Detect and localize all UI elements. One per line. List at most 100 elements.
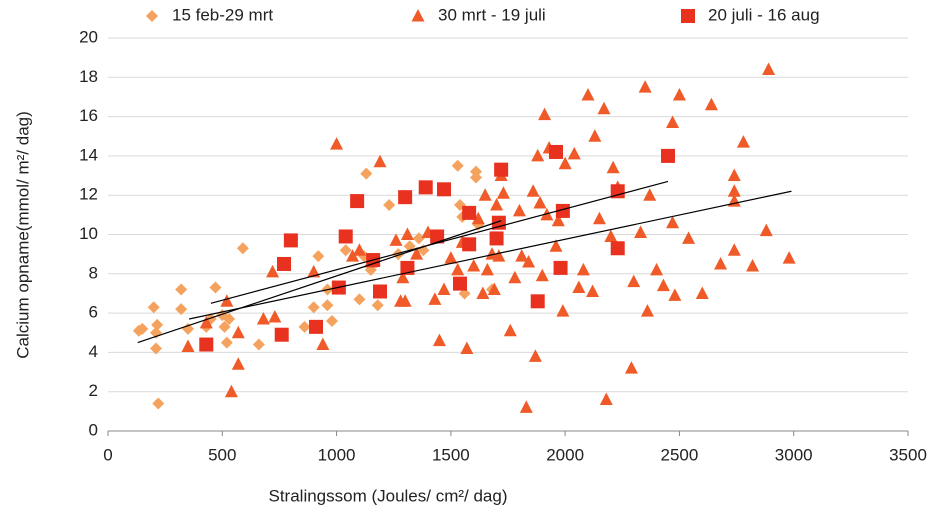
diamond-marker [182, 322, 194, 335]
triangle-marker [224, 384, 238, 398]
triangle-marker [638, 80, 652, 93]
square-marker [309, 319, 323, 334]
triangle-marker [460, 341, 474, 354]
y-tick-label: 0 [89, 420, 98, 439]
triangle-marker [695, 286, 709, 299]
diamond-marker [252, 338, 265, 351]
triangle-marker [389, 233, 403, 246]
square-marker [462, 237, 477, 252]
x-tick-label: 3000 [775, 445, 813, 464]
triangle-marker [535, 268, 549, 282]
square-marker [553, 260, 568, 275]
y-tick-label: 14 [79, 145, 98, 164]
triangle-marker [531, 148, 545, 162]
diamond-marker [220, 336, 233, 349]
y-tick-label: 6 [89, 303, 98, 322]
y-tick-label: 18 [79, 67, 98, 86]
square-marker [681, 9, 695, 23]
triangle-marker [373, 154, 387, 168]
triangle-marker [736, 135, 750, 148]
diamond-marker [383, 199, 396, 212]
diamond-marker [146, 10, 158, 22]
triangle-marker [526, 184, 540, 197]
y-tick-label: 2 [89, 381, 98, 400]
y-tick-label: 8 [89, 263, 98, 282]
triangle-marker [478, 188, 492, 201]
x-tick-label: 1000 [318, 445, 356, 464]
triangle-marker [432, 333, 446, 347]
triangle-marker [231, 357, 245, 370]
diamond-marker [326, 314, 338, 327]
y-tick-label: 12 [79, 185, 98, 204]
triangle-marker [551, 213, 565, 227]
triangle-marker [444, 251, 458, 264]
triangle-marker [549, 239, 563, 252]
triangle-marker [503, 323, 517, 337]
triangle-marker [528, 349, 542, 362]
triangle-marker [556, 304, 570, 317]
x-tick-label: 1500 [432, 445, 470, 464]
square-marker [437, 182, 451, 197]
diamond-marker [209, 281, 222, 294]
square-marker [398, 190, 413, 205]
triangle-marker [714, 256, 728, 270]
triangle-marker [231, 325, 245, 339]
triangle-marker [437, 282, 451, 296]
triangle-marker [599, 392, 613, 406]
square-marker [494, 162, 509, 177]
triangle-marker [586, 284, 600, 297]
square-marker [277, 256, 291, 271]
legend-label: 15 feb-29 mrt [172, 5, 273, 24]
x-axis-label: Stralingssom (Joules/ cm²/ dag) [268, 486, 507, 505]
triangle-marker [410, 247, 424, 260]
triangle-marker [727, 243, 741, 256]
triangle-marker [746, 258, 760, 272]
x-tick-label: 0 [103, 445, 112, 464]
x-tick-label: 500 [208, 445, 236, 464]
diamond-marker [236, 242, 249, 255]
triangle-marker [266, 264, 280, 278]
triangle-marker [727, 184, 741, 197]
x-tick-label: 2000 [546, 445, 584, 464]
triangle-marker [400, 227, 414, 240]
diamond-marker [360, 167, 373, 180]
diamond-marker [412, 232, 425, 245]
diamond-marker [307, 301, 320, 314]
triangle-marker [330, 137, 344, 150]
triangle-marker [682, 231, 696, 244]
triangle-marker [519, 400, 533, 413]
y-tick-label: 16 [79, 106, 98, 125]
triangle-marker [533, 196, 547, 209]
triangle-marker [256, 311, 270, 325]
y-axis-label: Calcium opname(mmol/ m²/ dag) [13, 111, 32, 359]
triangle-marker [668, 288, 682, 301]
triangle-marker [572, 280, 586, 294]
triangle-marker [220, 294, 234, 307]
diamond-marker [470, 171, 482, 184]
triangle-marker [634, 225, 648, 239]
triangle-marker [398, 294, 412, 307]
square-marker [350, 194, 365, 209]
y-tick-label: 10 [79, 224, 98, 243]
diamond-marker [321, 299, 334, 312]
triangle-marker [490, 198, 504, 211]
square-marker [549, 144, 563, 159]
triangle-marker [346, 249, 360, 262]
triangle-marker [597, 101, 611, 115]
y-tick-label: 20 [79, 27, 98, 46]
triangle-marker [307, 264, 321, 278]
triangle-marker [567, 146, 581, 160]
triangle-marker [650, 262, 664, 276]
square-marker [199, 337, 214, 352]
square-marker [462, 205, 477, 220]
diamond-marker [136, 322, 149, 335]
square-marker [610, 184, 625, 199]
triangle-marker [522, 255, 536, 268]
square-marker [274, 327, 289, 342]
diamond-marker [312, 250, 325, 263]
legend-label: 20 juli - 16 aug [708, 5, 820, 24]
square-marker [555, 203, 570, 218]
triangle-marker [592, 211, 606, 225]
x-tick-label: 2500 [661, 445, 699, 464]
triangle-marker [512, 203, 526, 217]
